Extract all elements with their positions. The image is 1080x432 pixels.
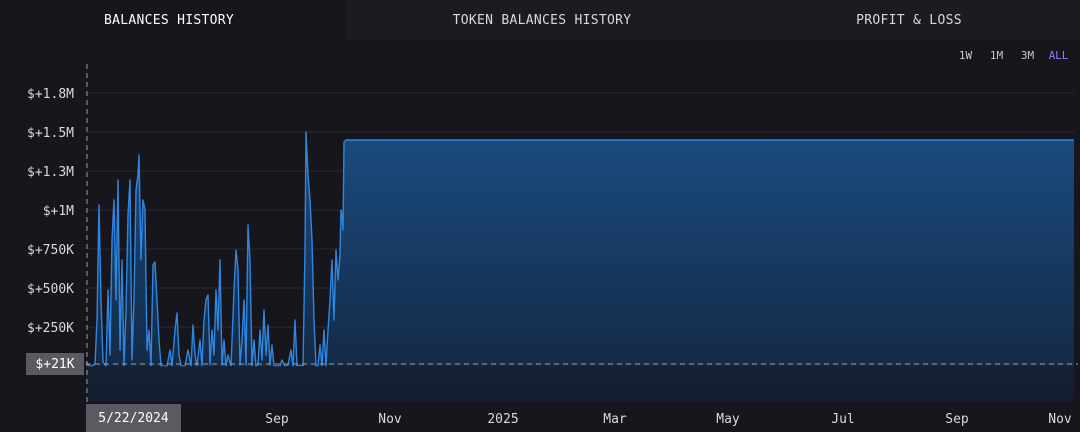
- y-tick-label: $+1.5M: [27, 126, 74, 141]
- y-tick-label: $+1.8M: [27, 87, 74, 102]
- balance-line: [85, 131, 1074, 367]
- x-tick-label: Sep: [265, 412, 289, 427]
- y-axis: $+1.8M $+1.5M $+1.3M $+1M $+750K $+500K …: [27, 87, 74, 336]
- crosshair-date-badge: 5/22/2024: [86, 404, 181, 432]
- y-tick-label: $+750K: [27, 243, 74, 258]
- x-tick-label: Nov: [378, 412, 402, 427]
- range-3m-button[interactable]: 3M: [1020, 49, 1035, 62]
- x-axis: Sep Nov 2025 Mar May Jul Sep Nov: [265, 412, 1072, 427]
- x-tick-label: Jul: [831, 412, 854, 427]
- y-tick-label: $+1.3M: [27, 165, 74, 180]
- y-tick-label: $+1M: [43, 204, 74, 219]
- lower-band: [86, 366, 1074, 402]
- y-tick-label: $+500K: [27, 282, 74, 297]
- tab-token-balances-history[interactable]: TOKEN BALANCES HISTORY: [452, 12, 632, 28]
- x-tick-label: 2025: [487, 412, 518, 427]
- tab-profit-and-loss[interactable]: PROFIT & LOSS: [856, 12, 962, 28]
- range-selector: 1W 1M 3M ALL: [950, 49, 1074, 62]
- tab-balances-history[interactable]: BALANCES HISTORY: [0, 0, 346, 40]
- crosshair-value-badge: $+21K: [26, 353, 84, 375]
- x-tick-label: May: [716, 412, 740, 427]
- chart-tabs: BALANCES HISTORY TOKEN BALANCES HISTORY …: [0, 0, 1080, 40]
- x-tick-label: Sep: [945, 412, 969, 427]
- balance-chart[interactable]: $+1.8M $+1.5M $+1.3M $+1M $+750K $+500K …: [0, 40, 1080, 432]
- x-tick-label: Mar: [603, 412, 627, 427]
- range-all-button[interactable]: ALL: [1048, 49, 1069, 62]
- x-tick-label: Nov: [1048, 412, 1072, 427]
- balance-area: [86, 132, 1074, 402]
- range-1m-button[interactable]: 1M: [989, 49, 1004, 62]
- y-tick-label: $+250K: [27, 321, 74, 336]
- range-1w-button[interactable]: 1W: [958, 49, 973, 62]
